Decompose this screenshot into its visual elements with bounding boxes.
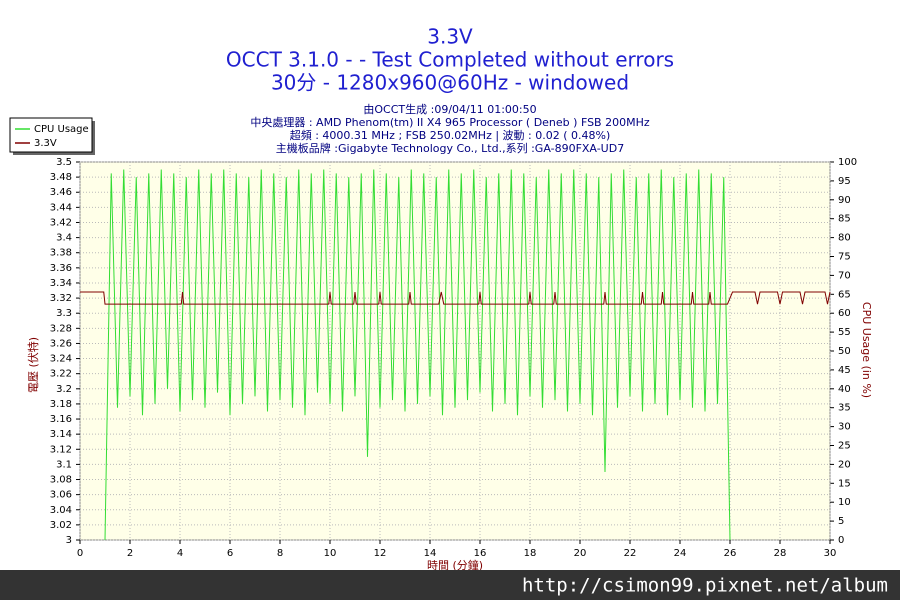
chart-subtitle: OCCT 3.1.0 - - Test Completed without er…: [226, 48, 674, 72]
y-tick-label: 3.46: [50, 187, 72, 198]
watermark: http://csimon99.pixnet.net/album: [522, 575, 888, 597]
x-tick-label: 26: [724, 548, 737, 559]
y-tick-label: 3.42: [50, 217, 72, 228]
y-tick-label: 3.1: [56, 459, 72, 470]
y-tick-label: 3.18: [50, 399, 72, 410]
x-tick-label: 8: [277, 548, 283, 559]
y-tick-label: 3.22: [50, 369, 72, 380]
y-tick-label: 3.36: [50, 263, 72, 274]
x-tick-label: 0: [77, 548, 83, 559]
chart-title: 3.3V: [427, 25, 473, 49]
y2-tick-label: 75: [838, 252, 851, 263]
y-tick-label: 3.24: [50, 354, 72, 365]
watermark-bar: [0, 570, 900, 600]
y2-axis-label: CPU Usage (in %): [860, 302, 873, 398]
y2-tick-label: 20: [838, 459, 851, 470]
x-tick-label: 18: [524, 548, 537, 559]
y-tick-label: 3.28: [50, 323, 72, 334]
x-tick-label: 4: [177, 548, 183, 559]
series-line: [104, 169, 731, 541]
y-tick-label: 3.34: [50, 278, 72, 289]
series-line: [80, 291, 831, 305]
y-tick-label: 3.02: [50, 520, 72, 531]
y-tick-label: 3.5: [56, 157, 72, 168]
y2-tick-label: 90: [838, 195, 851, 206]
x-tick-label: 28: [774, 548, 787, 559]
x-tick-label: 12: [374, 548, 387, 559]
y2-tick-label: 100: [838, 157, 857, 168]
y-tick-label: 3.32: [50, 293, 72, 304]
info-line: 超頻 : 4000.31 MHz ; FSB 250.02MHz | 波動 : …: [290, 128, 611, 142]
y2-tick-label: 85: [838, 214, 851, 225]
x-tick-label: 14: [424, 548, 437, 559]
y2-tick-label: 25: [838, 441, 851, 452]
x-tick-label: 16: [474, 548, 487, 559]
x-axis-label: 時間 (分鐘): [427, 558, 483, 572]
y2-tick-label: 55: [838, 327, 851, 338]
x-tick-label: 24: [674, 548, 687, 559]
y2-tick-label: 10: [838, 497, 851, 508]
y-tick-label: 3.44: [50, 202, 72, 213]
x-tick-label: 10: [324, 548, 337, 559]
y-tick-label: 3.38: [50, 248, 72, 259]
y2-tick-label: 15: [838, 478, 851, 489]
y2-tick-label: 0: [838, 535, 844, 546]
y2-tick-label: 60: [838, 308, 851, 319]
y-tick-label: 3.48: [50, 172, 72, 183]
y2-tick-label: 35: [838, 403, 851, 414]
y2-tick-label: 5: [838, 516, 844, 527]
y-tick-label: 3.16: [50, 414, 72, 425]
y-tick-label: 3.26: [50, 338, 72, 349]
y-tick-label: 3.08: [50, 475, 72, 486]
plot-area: [79, 161, 831, 541]
y-axis-label: 電壓 (伏特): [26, 337, 40, 393]
y2-tick-label: 45: [838, 365, 851, 376]
y2-tick-label: 95: [838, 176, 851, 187]
y-tick-label: 3.06: [50, 490, 72, 501]
legend-label: CPU Usage: [34, 124, 89, 135]
info-line: 中央處理器 : AMD Phenom(tm) II X4 965 Process…: [250, 115, 650, 129]
y-tick-label: 3.12: [50, 444, 72, 455]
info-line: 由OCCT生成 :09/04/11 01:00:50: [363, 102, 536, 116]
info-line: 主機板品牌 :Gigabyte Technology Co., Ltd.,系列 …: [276, 141, 624, 155]
y-tick-label: 3: [66, 535, 72, 546]
y-tick-label: 3.04: [50, 505, 72, 516]
y2-tick-label: 50: [838, 346, 851, 357]
x-tick-label: 6: [227, 548, 233, 559]
chart-subtitle: 30分 - 1280x960@60Hz - windowed: [271, 71, 629, 95]
y-tick-label: 3.2: [56, 384, 72, 395]
x-tick-label: 2: [127, 548, 133, 559]
y2-tick-label: 40: [838, 384, 851, 395]
x-tick-label: 20: [574, 548, 587, 559]
legend: [9, 117, 93, 153]
legend-label: 3.3V: [34, 138, 57, 149]
y2-tick-label: 30: [838, 422, 851, 433]
y-tick-label: 3.14: [50, 429, 72, 440]
x-tick-label: 22: [624, 548, 637, 559]
y2-tick-label: 70: [838, 270, 851, 281]
y-tick-label: 3.4: [56, 233, 72, 244]
x-tick-label: 30: [824, 548, 837, 559]
y-tick-label: 3.3: [56, 308, 72, 319]
y2-tick-label: 80: [838, 233, 851, 244]
y2-tick-label: 65: [838, 289, 851, 300]
